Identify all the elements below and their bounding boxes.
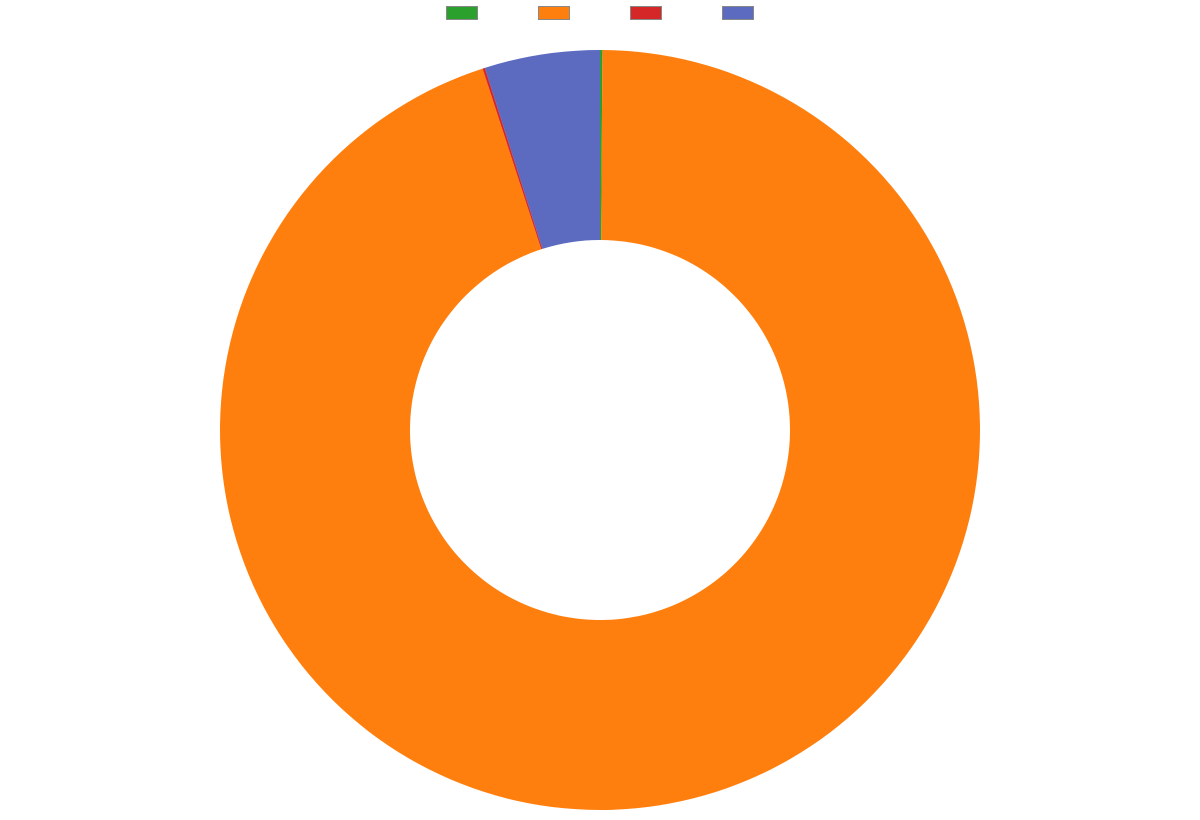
legend-swatch-2 — [630, 6, 662, 20]
legend — [0, 0, 1200, 20]
donut-chart-container — [0, 20, 1200, 820]
legend-swatch-1 — [538, 6, 570, 20]
donut-chart — [0, 20, 1200, 820]
legend-swatch-3 — [722, 6, 754, 20]
legend-swatch-0 — [446, 6, 478, 20]
